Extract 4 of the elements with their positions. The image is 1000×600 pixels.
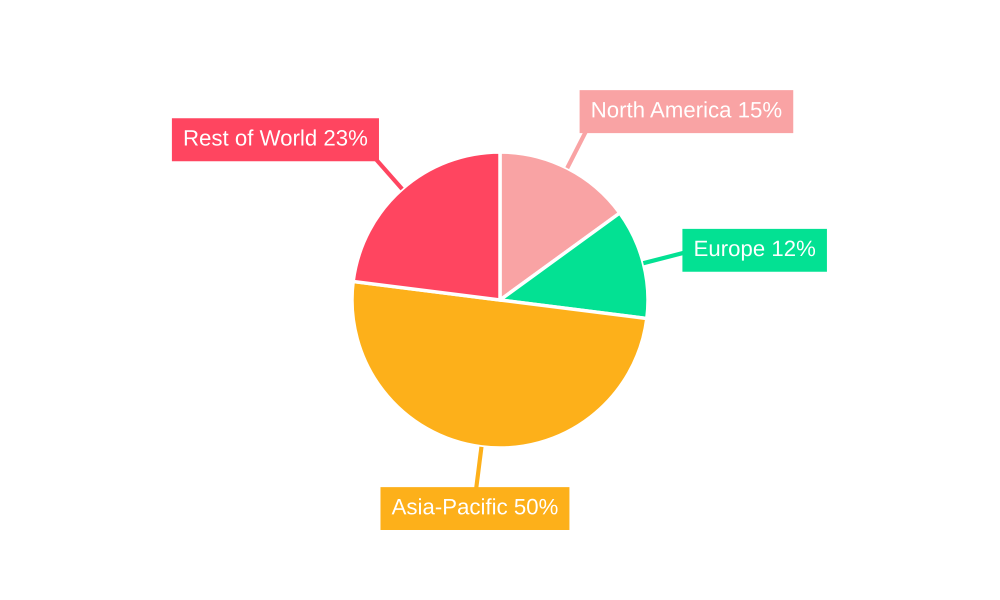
- slice-label: North America 15%: [592, 101, 782, 118]
- slice-label: Asia-Pacific 50%: [392, 498, 558, 515]
- slice-label: Europe 12%: [695, 240, 816, 261]
- slice-label: Rest of World 23%: [184, 129, 368, 146]
